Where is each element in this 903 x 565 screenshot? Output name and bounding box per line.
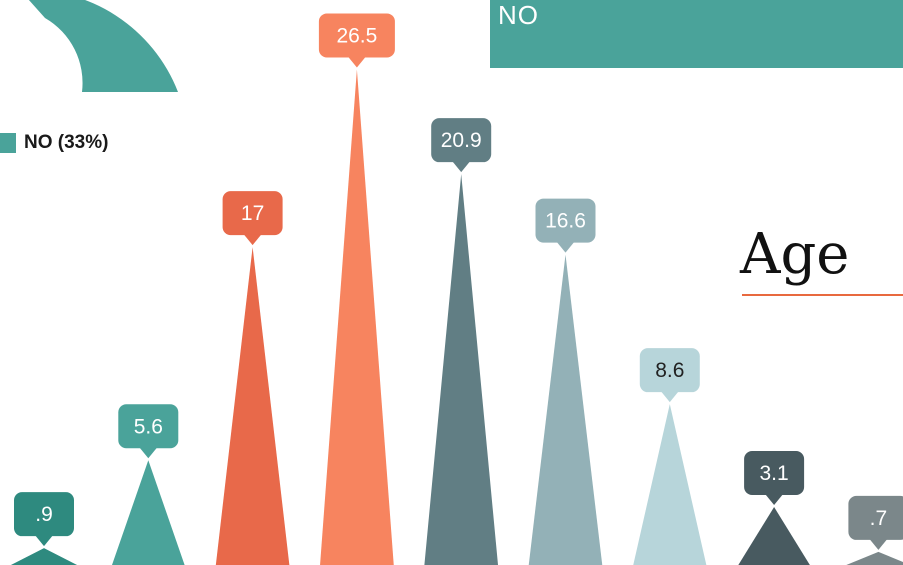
data-label-bubble <box>118 404 179 449</box>
banner-label: NO <box>498 0 539 30</box>
data-label-pointer <box>243 234 262 246</box>
bar-group: 17 <box>215 191 290 565</box>
bar-group: 5.6 <box>111 404 185 565</box>
data-label-pointer <box>347 56 366 68</box>
bar <box>111 460 185 565</box>
data-label: 8.6 <box>655 359 684 382</box>
bar <box>215 247 290 565</box>
bar <box>528 254 603 565</box>
data-label-bubble <box>318 13 395 58</box>
bar <box>10 548 78 565</box>
bar-group: .7 <box>846 495 903 565</box>
pie-slice-no <box>28 0 178 92</box>
data-label-bubble <box>14 492 74 537</box>
bar <box>424 174 499 565</box>
data-label-pointer <box>869 538 888 550</box>
bar-group: 26.5 <box>318 13 395 565</box>
data-label-pointer <box>660 391 679 403</box>
bar <box>738 507 810 565</box>
data-label: 20.9 <box>441 129 482 152</box>
legend: NO (33%) <box>0 132 108 154</box>
data-label-bubble <box>639 348 700 393</box>
bar-group: 3.1 <box>738 451 810 565</box>
data-label-pointer <box>35 535 53 547</box>
section-title: Age <box>740 222 850 287</box>
legend-swatch <box>0 133 16 153</box>
legend-label: NO (33%) <box>24 132 109 153</box>
data-label: 17 <box>241 202 264 225</box>
bar <box>633 404 707 565</box>
data-label: 3.1 <box>759 462 788 485</box>
no-banner: NO <box>490 0 903 68</box>
bar-group: 16.6 <box>528 198 603 565</box>
data-label-bubble <box>431 118 492 163</box>
bar-group: 20.9 <box>424 118 499 565</box>
data-label-pointer <box>139 447 158 459</box>
data-label: 26.5 <box>336 24 377 47</box>
data-label-bubble <box>222 191 283 236</box>
data-label-pointer <box>452 161 471 173</box>
data-label-pointer <box>765 494 784 506</box>
data-label: 5.6 <box>134 415 163 438</box>
bar <box>320 69 394 565</box>
section-title-underline <box>742 294 903 296</box>
data-label: 16.6 <box>545 210 586 233</box>
bar-group: .9 <box>10 492 78 565</box>
data-label: .7 <box>870 507 888 530</box>
bar <box>846 551 903 565</box>
bar-group: 8.6 <box>633 348 707 565</box>
data-label-bubble <box>848 495 903 540</box>
data-label-bubble <box>535 198 596 243</box>
data-label-bubble <box>744 451 805 496</box>
data-label-pointer <box>556 241 575 253</box>
data-label: .9 <box>35 503 53 526</box>
